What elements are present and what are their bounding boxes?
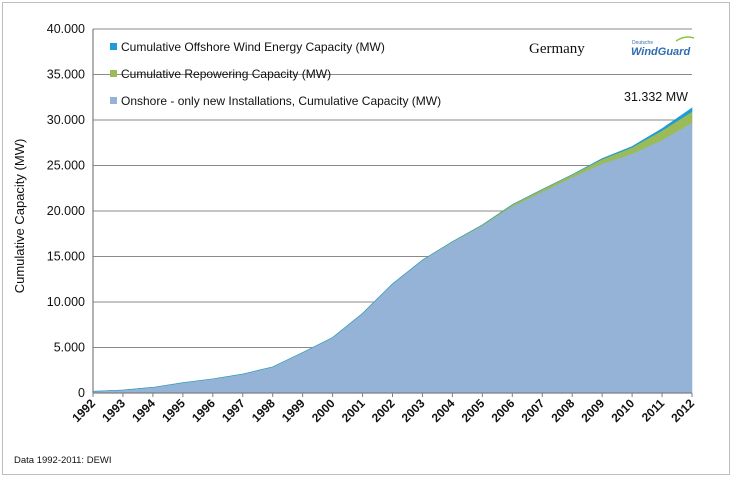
area-series-3 bbox=[92, 107, 693, 392]
legend-label-3: Cumulative Offshore Wind Energy Capacity… bbox=[121, 40, 385, 54]
y-tick-label: 10.000 bbox=[47, 295, 85, 309]
x-axis-ticks: 1992 1993 1994 1995 1996 1997 1998 1999 2000 2001… bbox=[69, 396, 697, 425]
y-tick-label: 25.000 bbox=[47, 159, 85, 173]
x-tick-label: 2000 bbox=[309, 396, 338, 425]
legend-label-1: Onshore - only new Installations, Cumula… bbox=[121, 94, 441, 108]
y-axis-ticks: 0 5.000 10.000 15.000 20.000 25.000 30.000 35.0… bbox=[47, 22, 85, 400]
area-series bbox=[92, 107, 693, 394]
y-axis-label: Cumulative Capacity (MW) bbox=[12, 139, 27, 294]
y-tick-label: 0 bbox=[78, 386, 85, 400]
legend-label-2: Cumulative Repowering Capacity (MW) bbox=[121, 67, 331, 81]
x-tick-label: 1999 bbox=[279, 396, 308, 425]
logo-swoosh bbox=[675, 36, 695, 42]
y-tick-label: 35.000 bbox=[47, 68, 85, 82]
data-source-note: Data 1992-2011: DEWI bbox=[14, 455, 112, 466]
x-tick-label: 2008 bbox=[549, 396, 578, 425]
x-tick-label: 1994 bbox=[129, 396, 158, 425]
logo-small-text: Deutsche bbox=[632, 40, 653, 46]
axes bbox=[92, 29, 693, 397]
x-tick-label: 2010 bbox=[608, 396, 637, 425]
x-tick-label: 1995 bbox=[159, 396, 188, 425]
country-label: Germany bbox=[529, 41, 585, 57]
windguard-logo: Deutsche WindGuard bbox=[631, 36, 695, 58]
x-tick-label: 2003 bbox=[399, 396, 428, 425]
x-tick-label: 2001 bbox=[339, 396, 368, 425]
x-tick-label: 2006 bbox=[489, 396, 518, 425]
x-tick-label: 2012 bbox=[668, 396, 697, 425]
total-capacity-annotation: 31.332 MW bbox=[624, 90, 688, 104]
logo-brand-text: WindGuard bbox=[631, 46, 690, 58]
x-tick-label: 1998 bbox=[249, 396, 278, 425]
x-tick-label: 2005 bbox=[459, 396, 488, 425]
x-tick-label: 2011 bbox=[639, 396, 668, 425]
legend-swatch-3 bbox=[110, 43, 117, 50]
y-tick-label: 30.000 bbox=[47, 113, 85, 127]
y-tick-label: 20.000 bbox=[47, 204, 85, 218]
x-tick-label: 1997 bbox=[219, 396, 248, 425]
x-tick-label: 1992 bbox=[69, 396, 98, 425]
y-tick-label: 5.000 bbox=[54, 341, 85, 355]
legend-swatch-1 bbox=[110, 97, 117, 104]
x-tick-label: 2009 bbox=[578, 396, 607, 425]
y-tick-label: 15.000 bbox=[47, 250, 85, 264]
x-tick-label: 2007 bbox=[519, 396, 548, 425]
x-tick-label: 1993 bbox=[99, 396, 128, 425]
x-tick-label: 2004 bbox=[429, 396, 458, 425]
x-tick-label: 1996 bbox=[189, 396, 218, 425]
legend-swatch-2 bbox=[110, 70, 117, 77]
x-tick-label: 2002 bbox=[369, 396, 398, 425]
legend: Cumulative Offshore Wind Energy Capacity… bbox=[110, 40, 441, 108]
y-tick-label: 40.000 bbox=[47, 22, 85, 36]
